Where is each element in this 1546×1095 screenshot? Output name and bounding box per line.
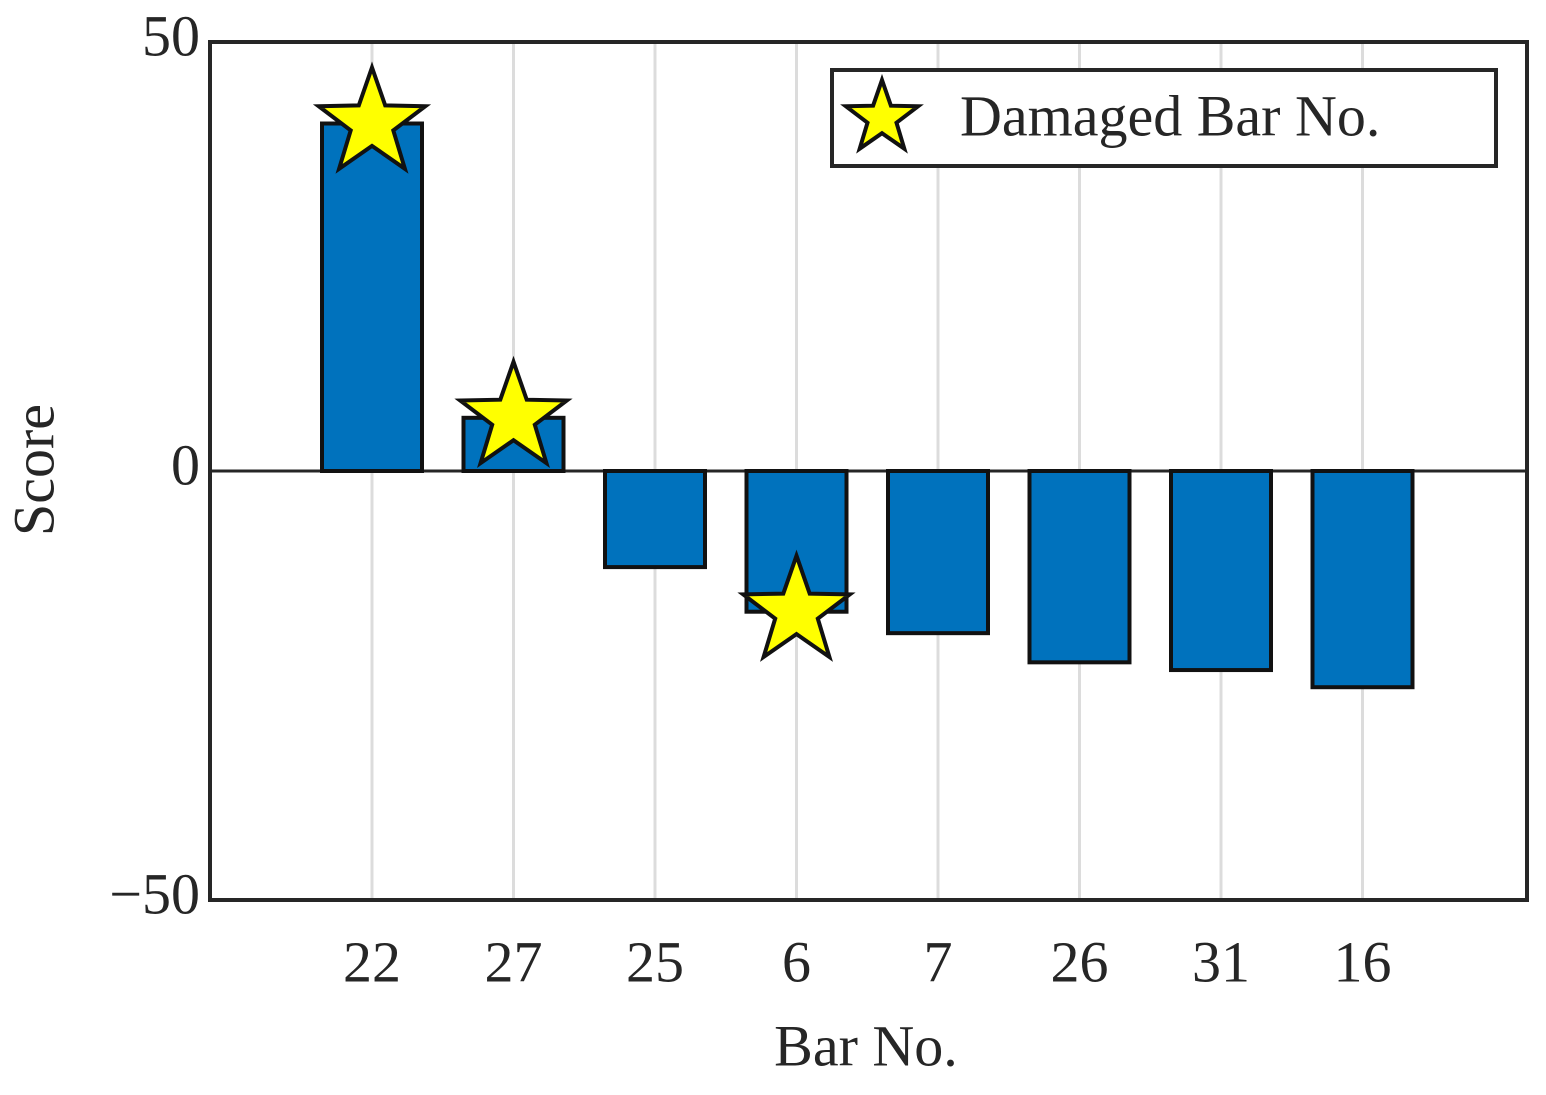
star-marker bbox=[312, 61, 432, 174]
x-tick-label: 25 bbox=[626, 929, 684, 994]
y-tick-label: −50 bbox=[109, 861, 200, 926]
y-tick-label: 50 bbox=[142, 3, 200, 68]
legend-box bbox=[830, 68, 1498, 168]
x-tick-label: 27 bbox=[485, 929, 543, 994]
y-axis-label: Score bbox=[1, 404, 66, 536]
bar bbox=[603, 469, 707, 570]
bar bbox=[1027, 469, 1132, 665]
legend-marker bbox=[840, 73, 924, 154]
star-marker bbox=[737, 549, 856, 662]
legend-label: Damaged Bar No. bbox=[960, 83, 1380, 148]
star-marker bbox=[454, 355, 573, 469]
x-tick-label: 26 bbox=[1051, 929, 1109, 994]
bar bbox=[320, 121, 424, 473]
x-axis-label: Bar No. bbox=[774, 1013, 958, 1078]
x-tick-label: 6 bbox=[782, 929, 811, 994]
x-tick-label: 16 bbox=[1334, 929, 1392, 994]
bar bbox=[1169, 469, 1273, 673]
x-tick-label: 31 bbox=[1192, 929, 1250, 994]
bar bbox=[1310, 469, 1415, 690]
x-tick-label: 7 bbox=[924, 929, 953, 994]
plot-frame bbox=[208, 40, 1529, 902]
y-tick-label: 0 bbox=[171, 432, 200, 497]
x-tick-label: 22 bbox=[343, 929, 401, 994]
bar bbox=[886, 469, 990, 636]
